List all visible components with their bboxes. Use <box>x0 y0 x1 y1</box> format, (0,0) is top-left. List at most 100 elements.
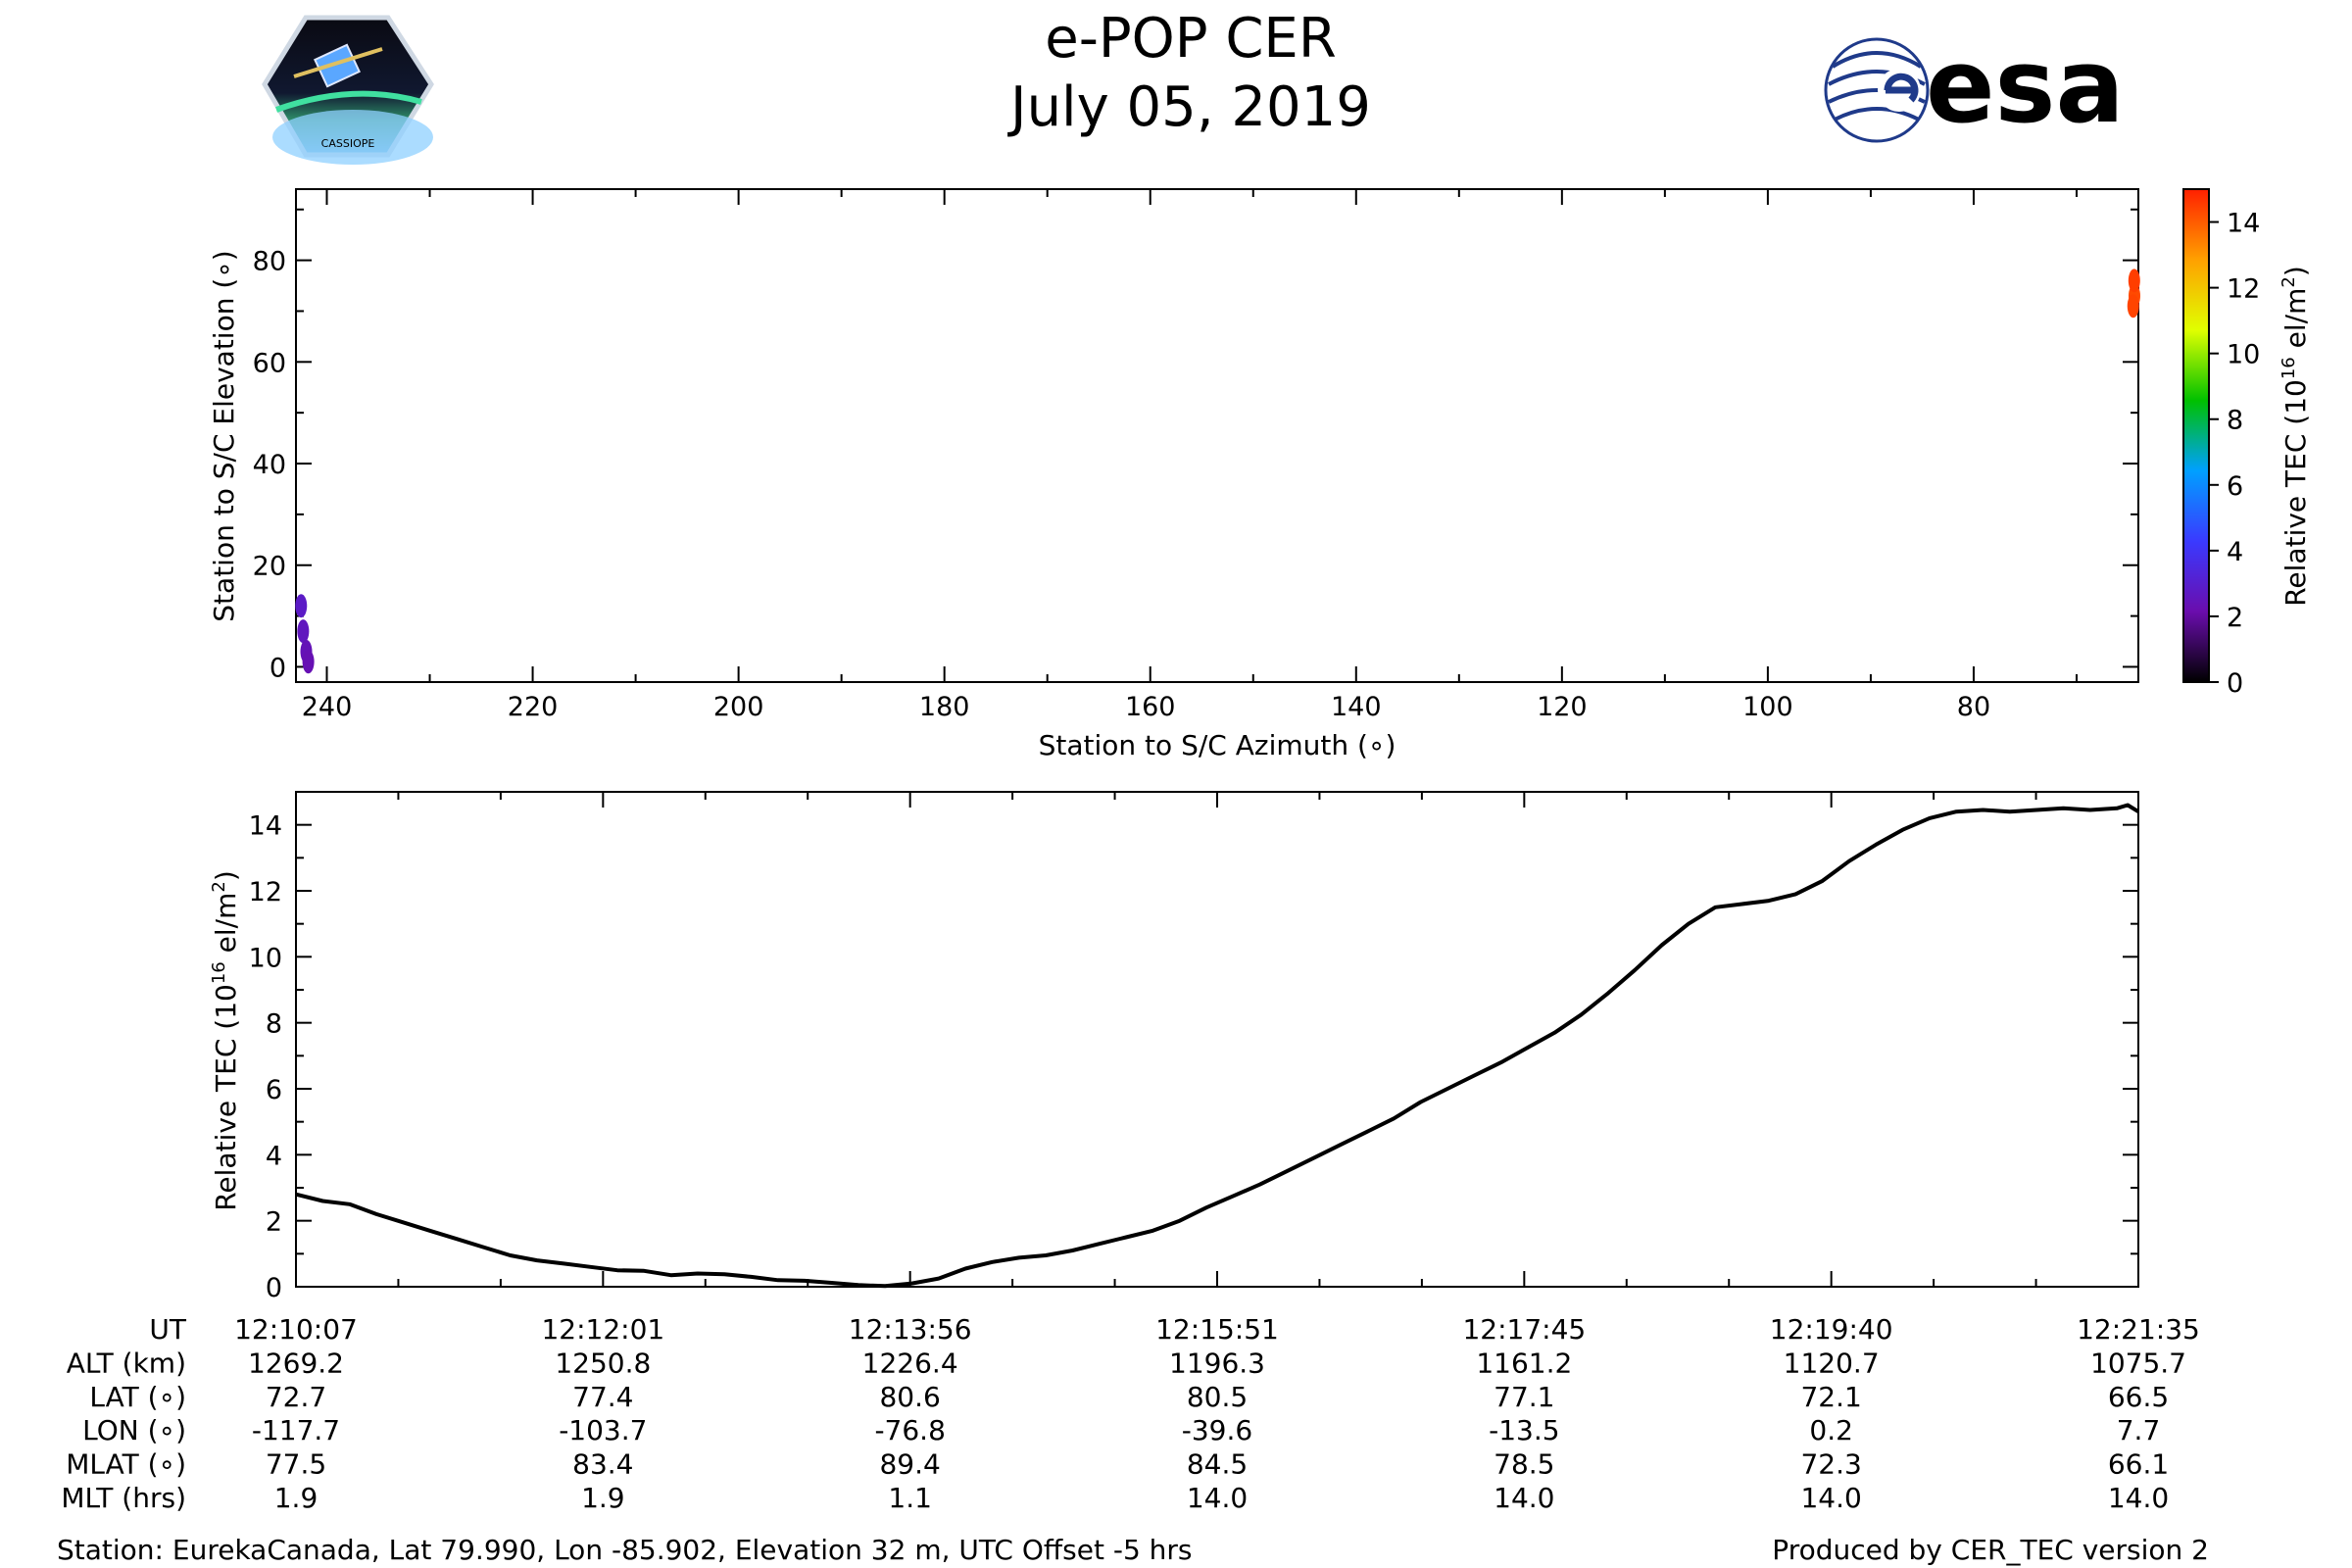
ephemeris-cell: 1.9 <box>274 1482 318 1514</box>
ephemeris-cell: 72.1 <box>1800 1381 1861 1413</box>
colorbar-tick-label: 12 <box>2227 274 2260 305</box>
ephemeris-cell: 72.3 <box>1800 1448 1861 1481</box>
skyplot-ytick-label: 0 <box>270 653 286 683</box>
ephemeris-cell: -117.7 <box>252 1414 340 1446</box>
ephemeris-cell: 66.5 <box>2108 1381 2169 1413</box>
ephemeris-cell: 1120.7 <box>1784 1347 1880 1379</box>
skyplot-xtick-label: 180 <box>919 692 970 722</box>
tec-series-line <box>295 803 2140 1289</box>
ephemeris-cell: -76.8 <box>874 1414 945 1446</box>
ephemeris-cell: 1075.7 <box>2090 1347 2186 1379</box>
skyplot-xtick-label: 140 <box>1331 692 1382 722</box>
tec-ylabel-sup: 16 <box>209 961 229 984</box>
ephemeris-cell: 78.5 <box>1494 1448 1554 1481</box>
skyplot-xtick-label: 200 <box>713 692 764 722</box>
colorbar-label-close: ) <box>2279 266 2312 276</box>
ephemeris-cell: 12:17:45 <box>1462 1313 1586 1346</box>
ephemeris-cell: 89.4 <box>879 1448 940 1481</box>
tec-ylabel-end: el/m <box>210 893 242 962</box>
colorbar-tick-label: 2 <box>2227 603 2243 633</box>
ephemeris-cell: 12:13:56 <box>849 1313 972 1346</box>
ephemeris-cell: 1250.8 <box>555 1347 651 1379</box>
tec-ytick-label: 14 <box>249 811 282 842</box>
ephemeris-cell: 77.4 <box>572 1381 633 1413</box>
ephemeris-cell: 14.0 <box>2108 1482 2169 1514</box>
produced-by: Produced by CER_TEC version 2 <box>1772 1534 2209 1566</box>
tec-ytick-label: 4 <box>266 1141 282 1171</box>
colorbar-tick-label: 8 <box>2227 406 2243 436</box>
tec-ytick-label: 0 <box>266 1273 282 1303</box>
cassiope-logo-text: CASSIOPE <box>321 137 375 150</box>
tec-ylabel-close: ) <box>210 870 242 881</box>
ephemeris-cell: 1.9 <box>581 1482 625 1514</box>
colorbar-label-sup2: 2 <box>2278 276 2299 287</box>
ephemeris-cell: 84.5 <box>1187 1448 1248 1481</box>
esa-logo-text: esa <box>1926 26 2125 146</box>
ephemeris-cell: 80.5 <box>1187 1381 1248 1413</box>
ephemeris-cell: 14.0 <box>1494 1482 1554 1514</box>
skyplot-point <box>295 594 308 618</box>
ephemeris-cell: 77.1 <box>1494 1381 1554 1413</box>
skyplot-ytick-label: 60 <box>253 348 286 378</box>
colorbar-tick-label: 0 <box>2227 668 2243 699</box>
ephemeris-cell: -13.5 <box>1489 1414 1559 1446</box>
skyplot-ticks: 240 220 200 180 160 140 120 100 80 0 20 40 60 80 <box>253 189 2138 722</box>
ephemeris-cell: 12:21:35 <box>2077 1313 2200 1346</box>
skyplot-ytick-label: 20 <box>253 552 286 582</box>
colorbar-tick-label: 6 <box>2227 471 2243 502</box>
esa-logo: esa <box>1824 26 2125 146</box>
skyplot-points <box>295 269 2140 674</box>
ephemeris-cell: -39.6 <box>1182 1414 1252 1446</box>
tec-ylabel-sup2: 2 <box>209 881 229 892</box>
ephemeris-cell: -103.7 <box>559 1414 647 1446</box>
ephemeris-row-label: MLAT (∘) <box>66 1448 186 1481</box>
skyplot-point <box>302 650 315 674</box>
ephemeris-cell: 14.0 <box>1800 1482 1861 1514</box>
ephemeris-cell: 12:10:07 <box>234 1313 358 1346</box>
skyplot-frame <box>295 188 2139 683</box>
ephemeris-row-label: LON (∘) <box>82 1414 186 1446</box>
ephemeris-cell: 1269.2 <box>248 1347 344 1379</box>
colorbar-label-end: el/m <box>2279 288 2312 358</box>
tec-frame <box>295 791 2139 1288</box>
chart-title: e-POP CER <box>1045 7 1336 71</box>
skyplot-xtick-label: 240 <box>302 692 353 722</box>
skyplot-xtick-label: 220 <box>508 692 559 722</box>
ephemeris-cell: 72.7 <box>266 1381 326 1413</box>
tec-ylabel-main: Relative TEC (10 <box>210 984 242 1211</box>
tec-ytick-label: 6 <box>266 1075 282 1105</box>
colorbar-tick-label: 10 <box>2227 340 2260 370</box>
ephemeris-cell: 12:12:01 <box>541 1313 664 1346</box>
ephemeris-row-label: UT <box>149 1313 186 1346</box>
skyplot-ylabel: Station to S/C Elevation (∘) <box>208 250 240 621</box>
ephemeris-cell: 14.0 <box>1187 1482 1248 1514</box>
ephemeris-cell: 0.2 <box>1809 1414 1853 1446</box>
ephemeris-cell: 1226.4 <box>862 1347 958 1379</box>
tec-ytick-label: 2 <box>266 1207 282 1238</box>
ephemeris-row-label: MLT (hrs) <box>61 1482 186 1514</box>
ephemeris-cell: 1161.2 <box>1476 1347 1572 1379</box>
ephemeris-cell: 12:19:40 <box>1770 1313 1893 1346</box>
ephemeris-cell: 83.4 <box>572 1448 633 1481</box>
tec-ylabel: Relative TEC (1016 el/m2) <box>209 870 242 1211</box>
skyplot-panel: 240 220 200 180 160 140 120 100 80 0 20 40 60 80 Stat… <box>208 188 2140 761</box>
chart-date: July 05, 2019 <box>1007 75 1371 139</box>
colorbar-label-sup: 16 <box>2278 357 2299 379</box>
ephemeris-cell: 66.1 <box>2108 1448 2169 1481</box>
ephemeris-cell: 1196.3 <box>1169 1347 1265 1379</box>
skyplot-xtick-label: 120 <box>1537 692 1588 722</box>
colorbar-tick-label: 4 <box>2227 537 2243 567</box>
tec-ytick-label: 8 <box>266 1009 282 1040</box>
ephemeris-row-label: LAT (∘) <box>89 1381 186 1413</box>
colorbar-label: Relative TEC (1016 el/m2) <box>2278 266 2312 607</box>
colorbar-scale <box>2182 188 2210 683</box>
ephemeris-cell: 77.5 <box>266 1448 326 1481</box>
ephemeris-cell: 1.1 <box>888 1482 932 1514</box>
ephemeris-cell: 7.7 <box>2117 1414 2161 1446</box>
skyplot-xtick-label: 100 <box>1742 692 1793 722</box>
tec-ytick-label: 12 <box>249 877 282 907</box>
